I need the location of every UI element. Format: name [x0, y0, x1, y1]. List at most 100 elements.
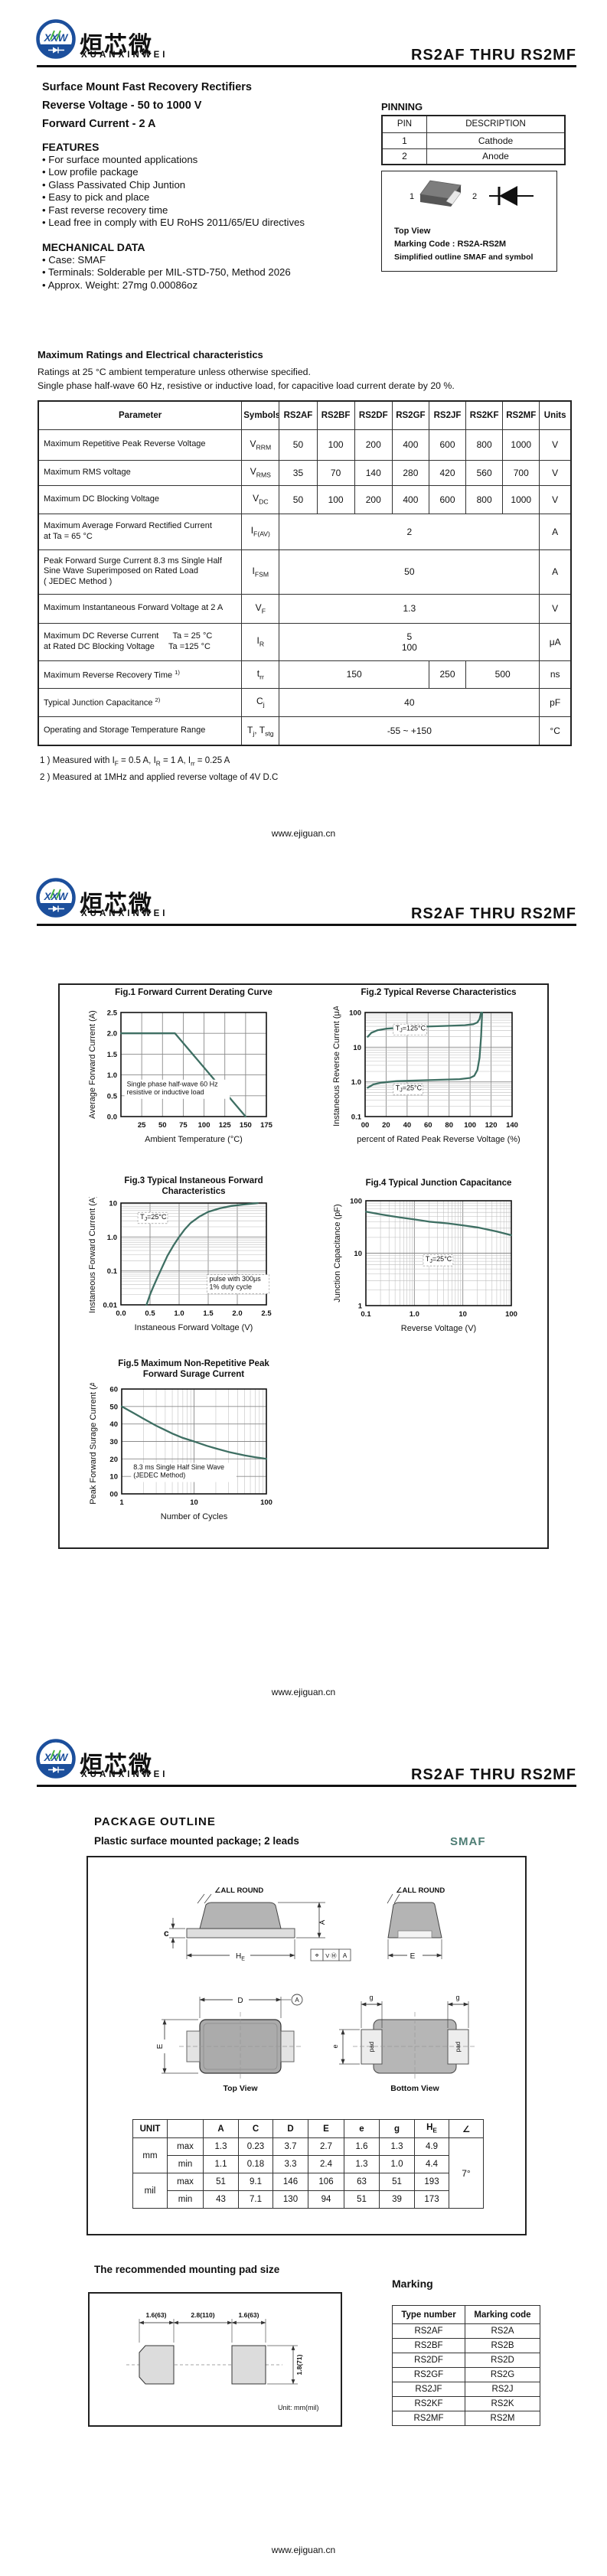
svg-text:30: 30: [109, 1438, 118, 1446]
header-rule: [37, 65, 576, 67]
subtitle-line: Surface Mount Fast Recovery Rectifiers: [42, 81, 252, 93]
dim-cell: 1.3: [344, 2155, 380, 2173]
marking-cell: RS2JF: [392, 2382, 465, 2397]
tolerance-cell: V Ⓜ: [325, 1952, 337, 1959]
diode-symbol-icon: [489, 186, 534, 206]
ratings-header: RS2GF: [391, 400, 429, 430]
dim-cell: 51: [379, 2173, 415, 2191]
unit-cell: V: [539, 459, 572, 486]
ratings-header: RS2DF: [354, 400, 393, 430]
list-item: Fast reverse recovery time: [42, 204, 348, 217]
svg-text:Average Forward Current (A): Average Forward Current (A): [88, 1010, 97, 1119]
dim-cell: 1.6: [344, 2137, 380, 2156]
dim-cell: 9.1: [238, 2173, 273, 2191]
company-logo-icon: XXW: [36, 878, 76, 918]
dim-cell: 173: [414, 2190, 449, 2209]
svg-text:100: 100: [349, 1009, 361, 1018]
dim-cell: min: [167, 2190, 204, 2209]
dim-cell: 130: [272, 2190, 308, 2209]
part-title: RS2AF THRU RS2MF: [410, 47, 576, 64]
list-item: Glass Passivated Chip Juntion: [42, 179, 348, 191]
dim-cell: 193: [414, 2173, 449, 2191]
marking-cell: RS2J: [465, 2382, 540, 2397]
features-heading: FEATURES: [42, 141, 100, 153]
symbol-cell: trr: [241, 660, 280, 689]
svg-text:TJ​=25°C: TJ​=25°C: [426, 1255, 452, 1264]
value-cell: 800: [465, 484, 504, 514]
marking-cell: RS2GF: [392, 2367, 465, 2382]
svg-text:120: 120: [485, 1121, 498, 1130]
svg-text:Reverse Voltage (V): Reverse Voltage (V): [401, 1324, 476, 1333]
marking-cell: RS2D: [465, 2353, 540, 2368]
svg-text:TJ​=125°C: TJ​=125°C: [396, 1025, 426, 1034]
dim-header: e: [344, 2119, 380, 2138]
svg-text:1.5: 1.5: [203, 1309, 214, 1318]
pad-dim-label: 1.6(63): [239, 2311, 259, 2319]
svg-text:1: 1: [358, 1303, 363, 1311]
dim-cell: 2.4: [308, 2155, 344, 2173]
dim-cell: 0.18: [238, 2155, 273, 2173]
logo-mark-text: XXW: [44, 32, 69, 44]
list-item: Easy to pick and place: [42, 191, 348, 204]
features-list: For surface mounted applicationsLow prof…: [42, 154, 348, 229]
pinning-cell: Cathode: [426, 132, 566, 149]
part-title: RS2AF THRU RS2MF: [410, 905, 576, 922]
svg-text:125: 125: [219, 1121, 232, 1130]
svg-text:10: 10: [190, 1498, 198, 1507]
dim-cell: 1.0: [379, 2155, 415, 2173]
figure-title: Characteristics: [162, 1187, 226, 1196]
svg-text:resistive or inductive load: resistive or inductive load: [127, 1088, 204, 1096]
marking-cell: RS2MF: [392, 2411, 465, 2426]
svg-text:Single phase half-wave 60 Hz: Single phase half-wave 60 Hz: [127, 1080, 219, 1087]
top-view-caption: Top View: [223, 2084, 258, 2093]
list-item: Case: SMAF: [42, 254, 364, 266]
value-cell: 40: [279, 687, 540, 717]
figures-frame: [58, 983, 549, 1549]
pad-dim-label: 2.8(110): [191, 2311, 214, 2319]
value-cell: 420: [428, 459, 467, 486]
ratings-header: RS2MF: [502, 400, 540, 430]
footer-url: www.ejiguan.cn: [271, 828, 336, 839]
ratings-header: RS2JF: [428, 400, 467, 430]
pad-label: pad: [455, 2042, 462, 2052]
datum-a-label: A: [295, 1997, 299, 2004]
svg-text:2.5: 2.5: [261, 1309, 272, 1318]
dim-c-label: c: [164, 1928, 169, 1939]
svg-text:1% duty cycle: 1% duty cycle: [210, 1283, 253, 1291]
value-cell: 560: [465, 459, 504, 486]
value-cell: 150: [279, 660, 429, 689]
tolerance-cell: A: [343, 1952, 348, 1959]
svg-text:10: 10: [109, 1473, 118, 1482]
svg-text:50: 50: [158, 1121, 167, 1130]
svg-text:100: 100: [505, 1310, 517, 1319]
svg-text:100: 100: [198, 1121, 210, 1130]
figure-chart: 00 20 40 60 80 100 120 140 0.1 1.0 10 100 percent of…: [332, 1006, 521, 1144]
condition-line: Ratings at 25 °C ambient temperature unl…: [38, 367, 311, 377]
page-header: XXW 烜芯微 XUANXINWEI RS2AF THRU RS2MF: [0, 859, 607, 931]
svg-text:1.0: 1.0: [107, 1071, 117, 1080]
svg-text:Peak Forward Surage Current (A: Peak Forward Surage Current (A): [89, 1383, 98, 1505]
package-name: SMAF: [450, 1835, 486, 1848]
footnote: 2 ) Measured at 1MHz and applied reverse…: [40, 773, 279, 783]
parameter-cell: Maximum Repetitive Peak Reverse Voltage: [38, 429, 243, 461]
value-cell: 500: [465, 660, 540, 689]
value-cell: 280: [391, 459, 429, 486]
dim-cell: 4.9: [414, 2137, 449, 2156]
marking-cell: RS2BF: [392, 2338, 465, 2353]
pinning-header: DESCRIPTION: [426, 115, 566, 133]
figure-title: Fig.2 Typical Reverse Characteristics: [361, 988, 517, 997]
svg-text:10: 10: [354, 1250, 362, 1258]
svg-text:2.0: 2.0: [232, 1309, 242, 1318]
pad-label: pad: [368, 2042, 375, 2052]
pad-size-heading: The recommended mounting pad size: [94, 2264, 280, 2275]
subtitle-block: Surface Mount Fast Recovery Rectifiers R…: [42, 78, 252, 133]
parameter-cell: Peak Forward Surge Current 8.3 ms Single…: [38, 549, 243, 595]
svg-text:100: 100: [350, 1198, 362, 1206]
value-cell: 250: [428, 660, 467, 689]
value-cell: 35: [279, 459, 318, 486]
dim-cell: 39: [379, 2190, 415, 2209]
dim-cell: 146: [272, 2173, 308, 2191]
dim-header: A: [203, 2119, 239, 2138]
svg-text:Instaneous Reverse Current (: Instaneous Reverse Current (μA): [332, 1006, 341, 1127]
